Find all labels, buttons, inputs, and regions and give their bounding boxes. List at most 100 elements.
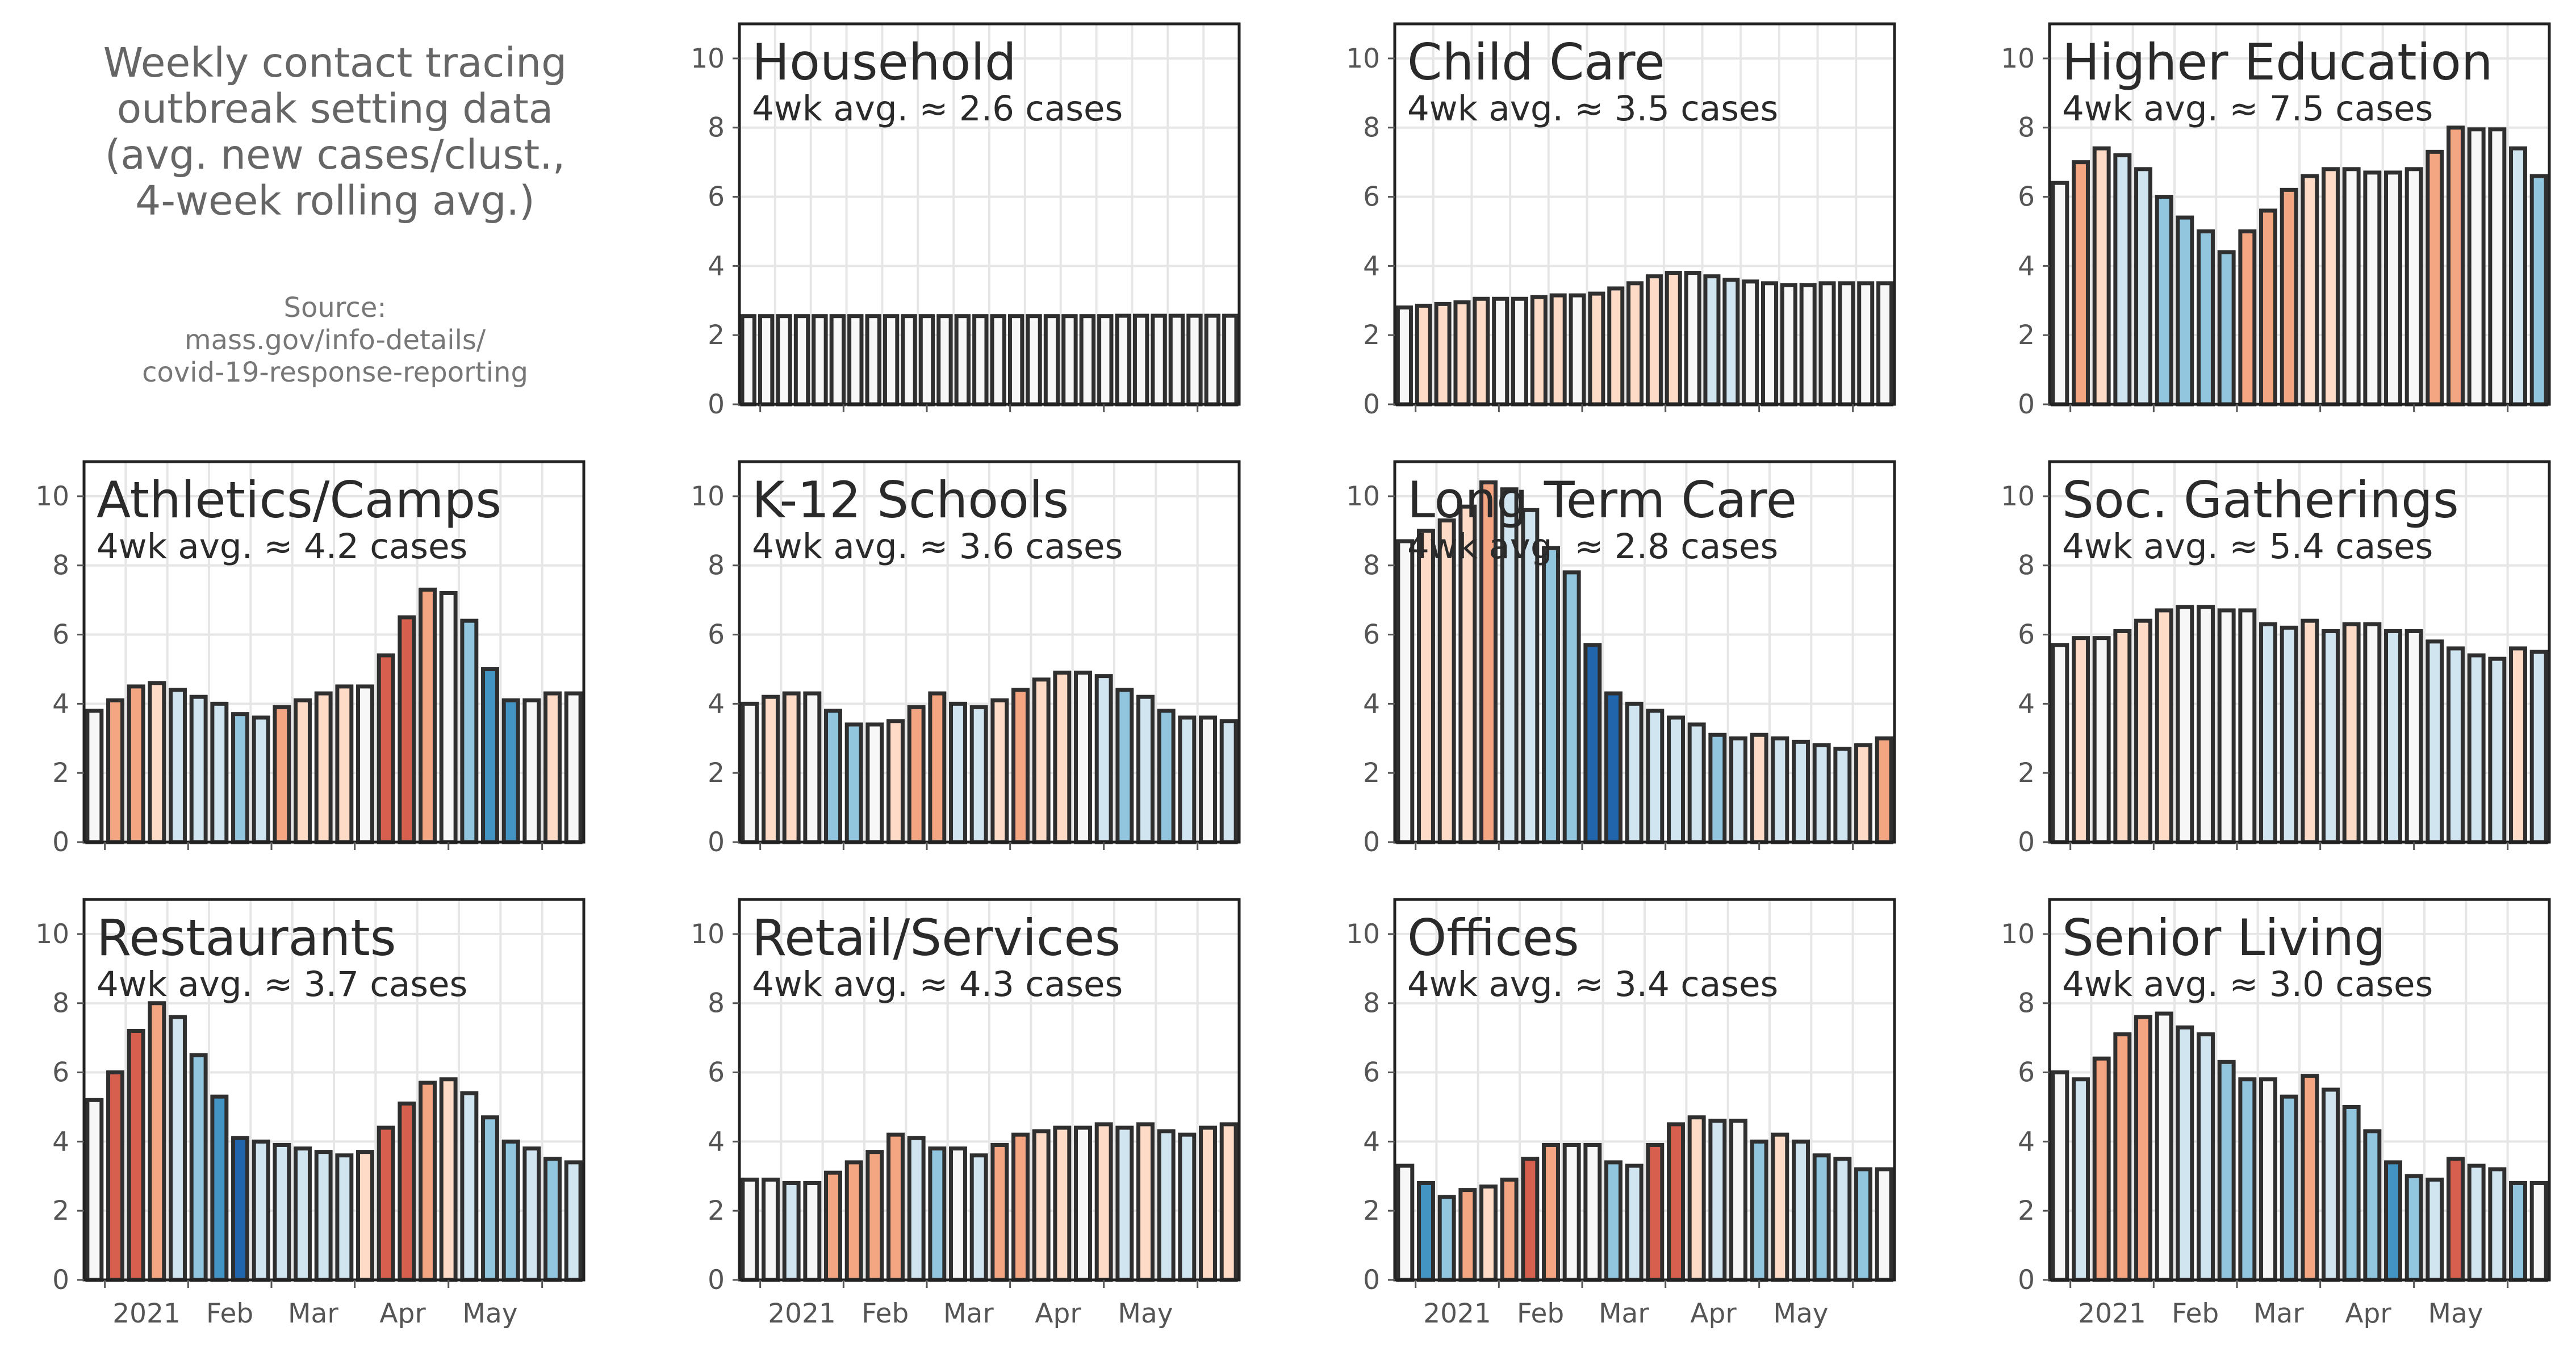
y-tick-label: 4 bbox=[708, 688, 725, 719]
bar bbox=[2447, 1157, 2465, 1282]
bar bbox=[1500, 487, 1519, 844]
y-tick-label: 0 bbox=[1363, 827, 1380, 858]
bar bbox=[1542, 1142, 1560, 1282]
bar bbox=[2426, 149, 2444, 407]
x-tick-label: Feb bbox=[862, 1298, 909, 1329]
panel-title: K-12 Schools bbox=[752, 471, 1069, 529]
bar bbox=[886, 1132, 905, 1282]
bar bbox=[2342, 622, 2361, 844]
x-tick-label: Mar bbox=[2253, 1298, 2304, 1329]
bar bbox=[1799, 283, 1817, 407]
bar bbox=[1729, 1119, 1747, 1282]
bar bbox=[481, 1115, 499, 1282]
bar bbox=[2072, 636, 2090, 844]
bar bbox=[1396, 1164, 1415, 1282]
bar bbox=[564, 691, 583, 844]
panel-frame bbox=[2048, 22, 2551, 406]
bar bbox=[1395, 305, 1413, 407]
bar bbox=[314, 1150, 333, 1282]
panel-title: Retail/Services bbox=[752, 909, 1120, 967]
y-tick-label: 0 bbox=[708, 1265, 725, 1296]
bar bbox=[883, 314, 900, 407]
y-tick-label: 0 bbox=[2018, 827, 2035, 858]
bar bbox=[439, 591, 458, 844]
bar bbox=[1607, 286, 1625, 407]
bar bbox=[2238, 1077, 2257, 1282]
bar bbox=[231, 1136, 249, 1282]
bar bbox=[1760, 281, 1779, 407]
y-tick-label: 2 bbox=[708, 757, 725, 789]
bar bbox=[1219, 1122, 1238, 1282]
bar bbox=[1812, 743, 1831, 844]
bar bbox=[1061, 314, 1078, 407]
panel-subtitle: 4wk avg. ≈ 4.3 cases bbox=[752, 964, 1123, 1005]
bar bbox=[936, 314, 953, 407]
y-tick-label: 6 bbox=[2018, 182, 2035, 213]
bar bbox=[335, 1153, 354, 1282]
bar bbox=[2509, 1181, 2527, 1282]
bar bbox=[460, 618, 479, 844]
bar bbox=[1500, 1177, 1519, 1282]
bar bbox=[2384, 1160, 2402, 1282]
bar bbox=[2509, 146, 2527, 407]
panel-frame bbox=[1393, 898, 1896, 1282]
y-tick-label: 10 bbox=[35, 919, 69, 950]
panel-subtitle: 4wk avg. ≈ 4.2 cases bbox=[97, 526, 467, 567]
bar bbox=[2280, 625, 2298, 844]
bar bbox=[231, 712, 249, 844]
bar bbox=[2051, 181, 2069, 407]
bar bbox=[1708, 1119, 1727, 1282]
x-tick-label: 2021 bbox=[2078, 1298, 2146, 1329]
bar bbox=[1094, 674, 1113, 844]
bar bbox=[2217, 608, 2236, 844]
bar bbox=[2238, 608, 2257, 844]
x-tick-label: Feb bbox=[2172, 1298, 2219, 1329]
bar bbox=[501, 1139, 520, 1282]
bar bbox=[2155, 608, 2173, 844]
bar bbox=[1479, 480, 1498, 844]
bar bbox=[969, 705, 988, 844]
y-tick-label: 0 bbox=[1363, 389, 1380, 420]
bar bbox=[2113, 629, 2132, 844]
bar bbox=[2113, 1032, 2132, 1282]
y-tick-label: 6 bbox=[52, 1057, 69, 1089]
bar bbox=[1604, 1160, 1622, 1282]
bar bbox=[1136, 1122, 1155, 1282]
bar bbox=[1079, 314, 1096, 407]
bar bbox=[1854, 743, 1872, 844]
bar bbox=[886, 719, 905, 844]
bar bbox=[1186, 313, 1203, 407]
bar bbox=[2280, 187, 2298, 407]
bar bbox=[2322, 629, 2340, 844]
bar bbox=[2363, 1129, 2382, 1282]
bar bbox=[252, 1139, 270, 1282]
bar bbox=[1818, 281, 1836, 407]
y-tick-label: 2 bbox=[708, 1195, 725, 1227]
bar bbox=[2092, 636, 2111, 844]
x-tick-label: Apr bbox=[1690, 1298, 1737, 1329]
panel-frame bbox=[1393, 460, 1896, 844]
bar bbox=[741, 1177, 759, 1282]
bar bbox=[1684, 271, 1701, 407]
panel-subtitle: 4wk avg. ≈ 3.6 cases bbox=[752, 526, 1123, 567]
bar bbox=[1569, 293, 1586, 407]
bar bbox=[1604, 691, 1622, 844]
bar bbox=[1199, 1125, 1217, 1282]
bar bbox=[1645, 274, 1663, 407]
bar bbox=[481, 667, 499, 844]
y-tick-label: 2 bbox=[52, 757, 69, 789]
y-tick-label: 10 bbox=[691, 481, 725, 512]
bar bbox=[1687, 722, 1706, 844]
bar bbox=[501, 698, 520, 844]
bar bbox=[928, 1146, 947, 1282]
bar bbox=[1687, 1115, 1706, 1282]
bar bbox=[1625, 1164, 1644, 1282]
y-tick-label: 8 bbox=[708, 112, 725, 144]
bar bbox=[2404, 1174, 2423, 1282]
bar bbox=[990, 698, 1009, 844]
bar bbox=[2529, 650, 2548, 844]
y-tick-label: 6 bbox=[52, 620, 69, 651]
bar bbox=[2322, 167, 2340, 407]
y-tick-label: 4 bbox=[2018, 250, 2035, 282]
